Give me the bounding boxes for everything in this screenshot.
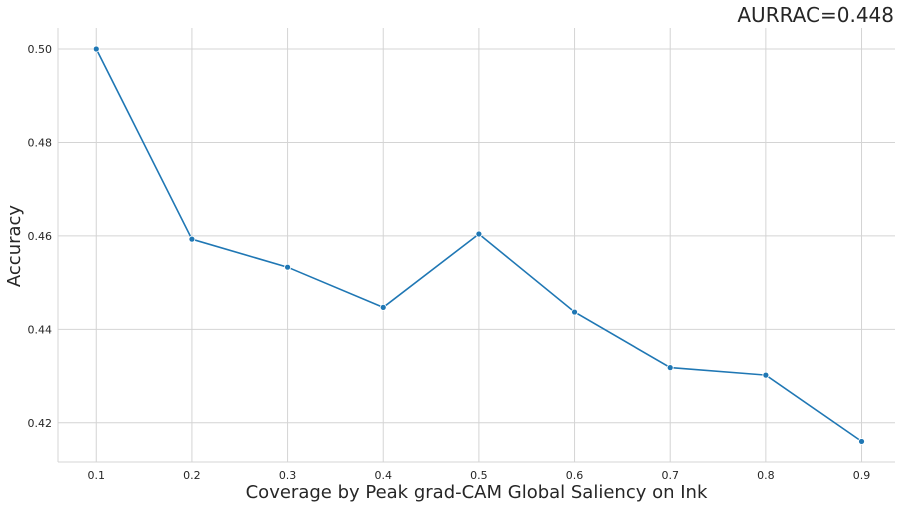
x-tick-label: 0.8: [757, 469, 775, 482]
x-tick-label: 0.3: [279, 469, 297, 482]
x-tick-label: 0.1: [88, 469, 106, 482]
data-point: [92, 45, 100, 53]
plot-area: [92, 45, 865, 445]
x-tick-label: 0.4: [374, 469, 392, 482]
y-tick-label: 0.48: [28, 136, 53, 149]
y-tick-labels: 0.42 0.44 0.46 0.48 0.50: [28, 43, 53, 430]
y-tick-label: 0.50: [28, 43, 53, 56]
y-tick-label: 0.44: [28, 323, 53, 336]
data-point: [666, 364, 674, 372]
data-point: [475, 230, 483, 238]
data-point: [284, 263, 291, 271]
y-axis-title: Accuracy: [4, 205, 25, 288]
data-point: [188, 235, 196, 243]
x-tick-label: 0.5: [470, 469, 488, 482]
x-axis-title: Coverage by Peak grad-CAM Global Salienc…: [246, 482, 708, 503]
x-tick-labels: 0.1 0.2 0.3 0.4 0.5 0.6 0.7 0.8 0.9: [88, 469, 871, 482]
data-point: [762, 371, 770, 379]
data-point: [858, 438, 865, 445]
x-tick-label: 0.2: [183, 469, 201, 482]
axes: [57, 28, 895, 463]
x-tick-label: 0.7: [661, 469, 679, 482]
x-tick-label: 0.9: [853, 469, 871, 482]
grid: [58, 28, 895, 462]
y-tick-label: 0.46: [28, 230, 53, 243]
data-point: [571, 308, 578, 316]
x-tick-label: 0.6: [566, 469, 584, 482]
chart-title: AURRAC=0.448: [737, 3, 894, 27]
data-point: [379, 303, 387, 311]
y-tick-label: 0.42: [28, 417, 53, 430]
